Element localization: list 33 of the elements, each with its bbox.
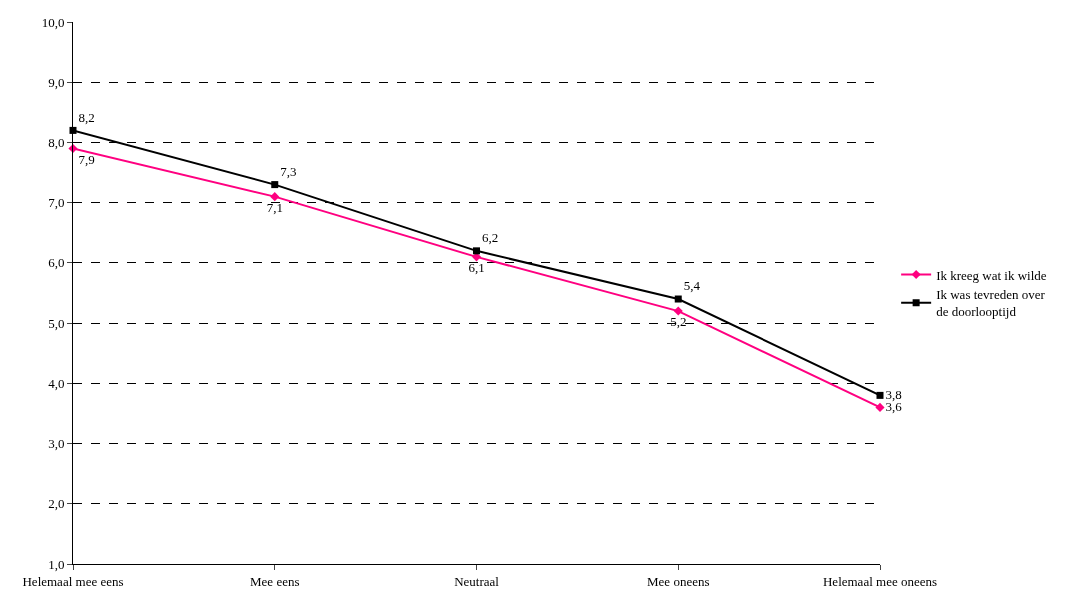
y-tick-label: 7,0 (48, 195, 65, 211)
point (875, 402, 885, 412)
y-tick-label: 9,0 (48, 74, 65, 90)
point (674, 295, 682, 303)
data-label: 6,2 (481, 230, 499, 246)
x-tick-label: Mee oneens (647, 573, 710, 589)
x-tick-label: Mee eens (250, 573, 300, 589)
point (673, 306, 683, 316)
y-tick-label: 6,0 (48, 255, 65, 271)
data-label: 7,9 (78, 151, 95, 167)
x-tick-label: Helemaal mee eens (22, 573, 124, 589)
data-label: 8,2 (78, 109, 95, 125)
point (876, 391, 884, 399)
point (270, 192, 280, 202)
legend-label: Ik was tevreden over de doorlooptijd (936, 287, 1046, 320)
data-label: 5,2 (670, 314, 687, 330)
point (271, 181, 279, 189)
point (473, 247, 480, 255)
y-tick-label: 2,0 (48, 496, 65, 512)
x-tick-label: Neutraal (454, 573, 500, 589)
y-tick-label: 5,0 (48, 315, 65, 331)
x-tick-label: Helemaal mee oneens (822, 573, 938, 589)
y-tick-label: 10,0 (41, 14, 65, 30)
y-tick-label: 8,0 (48, 134, 65, 150)
point (68, 143, 78, 154)
legend-label: Ik kreeg wat ik wilde (936, 267, 1047, 283)
data-label: 7,1 (266, 199, 283, 215)
y-tick-label: 3,0 (48, 436, 65, 452)
y-tick-label: 4,0 (48, 375, 65, 391)
y-tick-label: 1,0 (48, 556, 65, 572)
data-label: 7,3 (280, 163, 297, 179)
data-label: 5,4 (683, 278, 701, 294)
data-label: 6,1 (468, 259, 485, 275)
